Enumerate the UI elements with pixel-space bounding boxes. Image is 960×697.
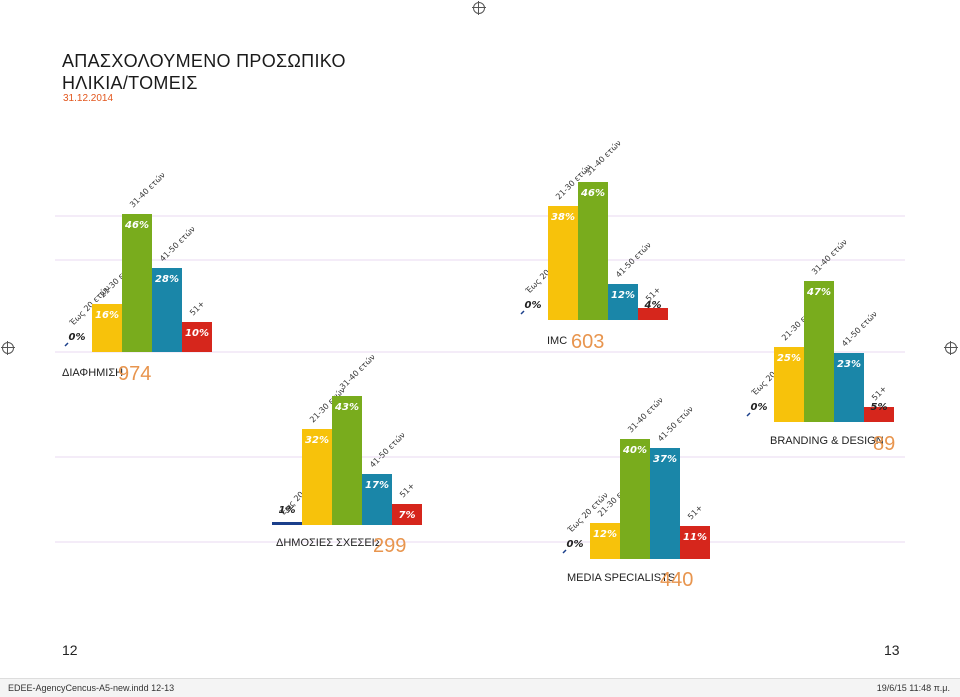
data-label-2: 46% xyxy=(124,220,149,231)
zero-tick xyxy=(562,549,567,554)
bar-2 xyxy=(122,214,152,352)
page-title-line2: ΗΛΙΚΙΑ/ΤΟΜΕΙΣ xyxy=(62,73,198,93)
category-label-2: 31-40 ετών xyxy=(625,394,665,434)
data-label-4: 5% xyxy=(871,402,888,413)
data-label-0: 0% xyxy=(567,539,584,550)
bar-0 xyxy=(272,522,302,525)
chart-total: 974 xyxy=(118,363,151,385)
data-label-1: 16% xyxy=(95,310,119,321)
data-label-0: 0% xyxy=(525,300,542,311)
category-label-2: 31-40 ετών xyxy=(809,236,849,276)
data-label-0: 1% xyxy=(279,505,296,516)
bar-3 xyxy=(152,268,182,352)
chart-total: 89 xyxy=(873,433,895,455)
category-label-2: 31-40 ετών xyxy=(337,351,377,391)
bar-4 xyxy=(392,504,422,525)
bar-4 xyxy=(182,322,212,352)
category-label-2: 31-40 ετών xyxy=(127,169,167,209)
bar-1 xyxy=(302,429,332,525)
bar-3 xyxy=(834,353,864,422)
bar-3 xyxy=(608,284,638,320)
bar-1 xyxy=(548,206,578,320)
footer-timestamp: 19/6/15 11:48 π.μ. xyxy=(876,683,950,693)
registration-mark-icon xyxy=(1,341,15,355)
bar-2 xyxy=(578,182,608,320)
chart-total: 603 xyxy=(571,331,604,353)
print-footer: EDEE-AgencyCencus-A5-new.indd 12-13 19/6… xyxy=(0,678,960,697)
data-label-0: 0% xyxy=(751,402,768,413)
category-label-3: 41-50 ετών xyxy=(655,403,695,443)
bar-3 xyxy=(650,448,680,559)
footer-filename: EDEE-AgencyCencus-A5-new.indd 12-13 xyxy=(8,683,175,693)
data-label-4: 7% xyxy=(399,510,416,521)
bar-4 xyxy=(864,407,894,422)
bar-3 xyxy=(362,474,392,525)
bar-2 xyxy=(620,439,650,559)
data-label-4: 11% xyxy=(683,532,707,543)
data-label-1: 12% xyxy=(593,529,617,540)
bar-4 xyxy=(638,308,668,320)
registration-mark-icon xyxy=(472,1,486,15)
chart-title: BRANDING & DESIGN xyxy=(770,435,884,447)
category-label-3: 41-50 ετών xyxy=(613,239,653,279)
registration-mark-icon xyxy=(944,341,958,355)
bar-2 xyxy=(332,396,362,525)
chart-title: IMC xyxy=(547,335,567,347)
page-number-left: 12 xyxy=(62,642,78,658)
bar-2 xyxy=(804,281,834,422)
data-label-2: 47% xyxy=(806,287,831,298)
zero-tick xyxy=(746,412,751,417)
category-label-4: 51+ xyxy=(188,299,206,317)
chart-title: ΔΗΜΟΣΙΕΣ ΣΧΕΣΕΙΣ xyxy=(276,537,382,549)
data-label-2: 40% xyxy=(622,445,647,456)
category-label-3: 41-50 ετών xyxy=(367,429,407,469)
page-date: 31.12.2014 xyxy=(63,93,114,104)
zero-tick xyxy=(520,310,525,315)
category-label-2: 31-40 ετών xyxy=(583,137,623,177)
bar-1 xyxy=(774,347,804,422)
data-label-1: 38% xyxy=(551,212,575,223)
chart-total: 299 xyxy=(373,535,406,557)
bar-4 xyxy=(680,526,710,559)
bar-1 xyxy=(590,523,620,559)
data-label-1: 25% xyxy=(777,353,801,364)
data-label-3: 28% xyxy=(155,274,179,285)
chart-title: MEDIA SPECIALISTS xyxy=(567,572,675,584)
data-label-3: 23% xyxy=(837,359,861,370)
data-label-2: 46% xyxy=(580,188,605,199)
chart-title: ΔΙΑΦΗΜΙΣΗ xyxy=(62,367,123,379)
zero-tick xyxy=(64,342,69,347)
page-title: ΑΠΑΣΧΟΛΟΥΜΕΝΟ ΠΡΟΣΩΠΙΚΟ ΗΛΙΚΙΑ/ΤΟΜΕΙΣ xyxy=(62,50,346,94)
data-label-3: 37% xyxy=(653,454,677,465)
data-label-4: 4% xyxy=(644,300,662,311)
data-label-2: 43% xyxy=(334,402,359,413)
data-label-1: 32% xyxy=(305,435,329,446)
category-label-4: 51+ xyxy=(686,503,704,521)
data-label-0: 0% xyxy=(69,332,86,343)
category-label-4: 51+ xyxy=(398,481,416,499)
data-label-3: 17% xyxy=(365,480,389,491)
data-label-3: 12% xyxy=(611,290,635,301)
bar-1 xyxy=(92,304,122,352)
chart-total: 440 xyxy=(660,569,693,591)
category-label-3: 41-50 ετών xyxy=(839,308,879,348)
page-number-right: 13 xyxy=(884,642,900,658)
category-label-4: 51+ xyxy=(870,384,888,402)
category-label-3: 41-50 ετών xyxy=(157,223,197,263)
data-label-4: 10% xyxy=(185,328,209,339)
page-title-line1: ΑΠΑΣΧΟΛΟΥΜΕΝΟ ΠΡΟΣΩΠΙΚΟ xyxy=(62,51,346,71)
